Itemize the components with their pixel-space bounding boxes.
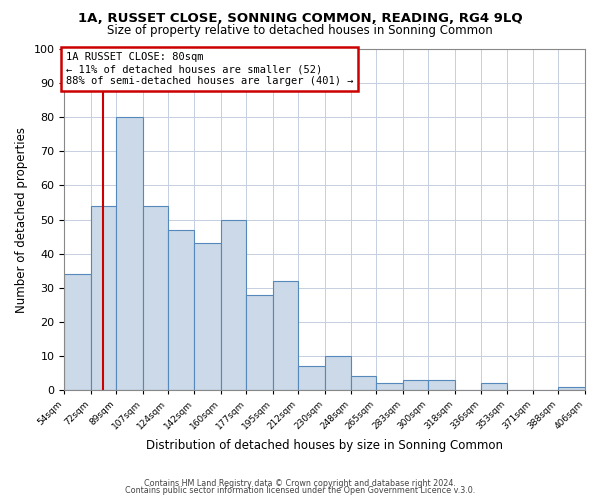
Bar xyxy=(376,383,403,390)
Bar xyxy=(143,206,168,390)
Bar xyxy=(64,274,91,390)
Bar xyxy=(194,244,221,390)
Text: 1A, RUSSET CLOSE, SONNING COMMON, READING, RG4 9LQ: 1A, RUSSET CLOSE, SONNING COMMON, READIN… xyxy=(77,12,523,24)
Bar xyxy=(298,366,325,390)
Bar xyxy=(481,383,506,390)
Bar xyxy=(246,294,273,390)
Bar xyxy=(428,380,455,390)
X-axis label: Distribution of detached houses by size in Sonning Common: Distribution of detached houses by size … xyxy=(146,440,503,452)
Bar xyxy=(351,376,376,390)
Bar xyxy=(559,386,585,390)
Bar xyxy=(403,380,428,390)
Text: 1A RUSSET CLOSE: 80sqm
← 11% of detached houses are smaller (52)
88% of semi-det: 1A RUSSET CLOSE: 80sqm ← 11% of detached… xyxy=(66,52,353,86)
Text: Contains HM Land Registry data © Crown copyright and database right 2024.: Contains HM Land Registry data © Crown c… xyxy=(144,478,456,488)
Text: Size of property relative to detached houses in Sonning Common: Size of property relative to detached ho… xyxy=(107,24,493,37)
Bar xyxy=(168,230,194,390)
Bar xyxy=(273,281,298,390)
Bar xyxy=(116,117,143,390)
Bar xyxy=(325,356,351,390)
Bar xyxy=(221,220,246,390)
Y-axis label: Number of detached properties: Number of detached properties xyxy=(15,126,28,312)
Bar xyxy=(91,206,116,390)
Text: Contains public sector information licensed under the Open Government Licence v.: Contains public sector information licen… xyxy=(125,486,475,495)
